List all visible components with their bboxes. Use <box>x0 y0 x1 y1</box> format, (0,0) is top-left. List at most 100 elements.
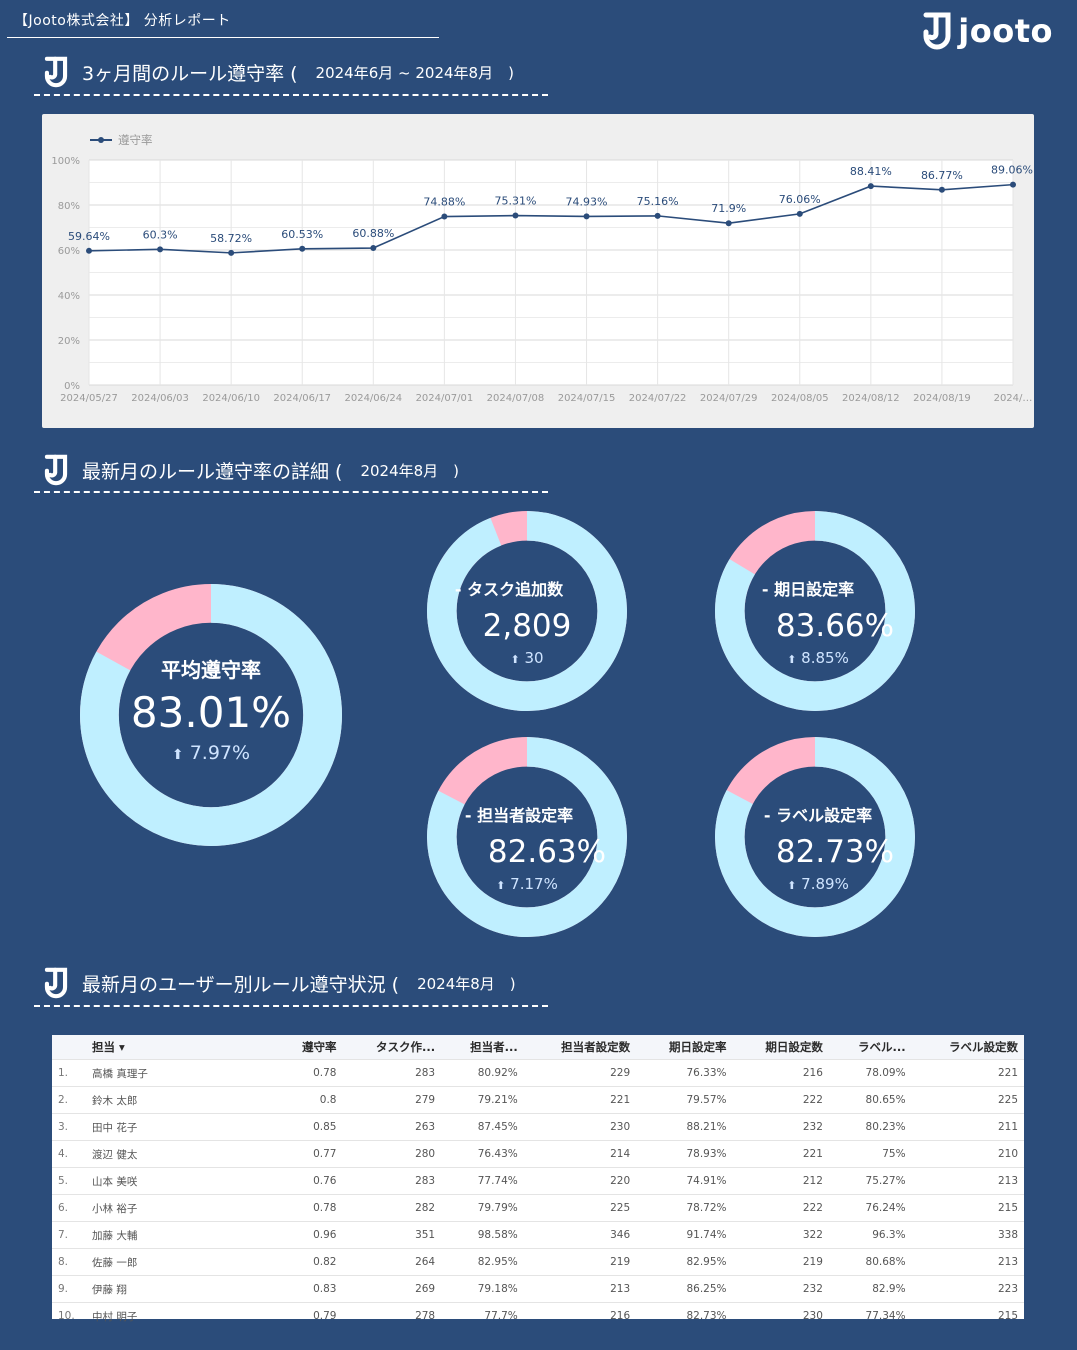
row-index: 5. <box>52 1167 86 1195</box>
table-cell: 278 <box>342 1302 442 1329</box>
kpi-value: 82.73% <box>775 834 895 870</box>
data-label: 71.9% <box>711 202 746 215</box>
kpi-delta-value: 8.85% <box>801 649 849 667</box>
data-label: 58.72% <box>210 232 252 245</box>
row-index: 4. <box>52 1140 86 1168</box>
data-label: 88.41% <box>850 165 892 178</box>
table-row: 7. 加藤 大輔 0.96 351 98.58% 346 91.74% 322 96.3% 338 <box>52 1221 1024 1249</box>
row-index: 8. <box>52 1248 86 1276</box>
data-label: 60.88% <box>352 227 394 240</box>
x-tick-label: 2024/08/12 <box>842 393 900 404</box>
table-cell: 0.83 <box>278 1275 343 1303</box>
table-cell: 221 <box>911 1059 1024 1087</box>
kpi-ring <box>715 737 915 937</box>
y-tick-label: 100% <box>51 156 80 167</box>
column-header-assignee-rate[interactable]: 担当者... <box>441 1035 524 1060</box>
table-row: 5. 山本 美咲 0.76 283 77.74% 220 74.91% 212 75.27% 21… <box>52 1167 1024 1195</box>
user-name: 山本 美咲 <box>86 1167 278 1195</box>
kpi-assignee-rate: - 担当者設定率 82.63% ⬆ 7.17% <box>427 737 627 937</box>
table-cell: 215 <box>911 1302 1024 1329</box>
table-cell: 213 <box>523 1275 637 1303</box>
column-header-due-rate[interactable]: 期日設定率 <box>636 1035 733 1060</box>
kpi-ring <box>715 511 915 711</box>
x-tick-label: 2024/07/22 <box>629 393 687 404</box>
data-point[interactable] <box>441 213 448 220</box>
table-cell: 0.78 <box>278 1059 343 1087</box>
table-cell: 213 <box>911 1248 1024 1276</box>
row-index: 1. <box>52 1059 86 1087</box>
data-point[interactable] <box>938 186 945 193</box>
table-cell: 76.43% <box>441 1140 524 1168</box>
section-title: 3ヶ月間のルール遵守率 ( <box>82 62 298 85</box>
table-cell: 75.27% <box>828 1167 912 1195</box>
kpi-delta-value: 30 <box>524 649 544 667</box>
table-cell: 82.95% <box>441 1248 524 1276</box>
table-cell: 264 <box>342 1248 442 1276</box>
x-tick-label: 2024/05/27 <box>60 393 118 404</box>
column-header-label-rate[interactable]: ラベル... <box>828 1035 912 1060</box>
kpi-title: 平均遵守率 <box>161 658 261 682</box>
user-compliance-table-card: 担当 ▾ 遵守率 タスク作... 担当者... 担当者設定数 期日設定率 期日設… <box>52 1035 1024 1329</box>
data-point[interactable] <box>654 212 661 219</box>
table-cell: 0.8 <box>278 1086 343 1114</box>
x-tick-label: 2024/06/17 <box>273 393 331 404</box>
section-compliance-trend-header: 3ヶ月間のルール遵守率 ( 2024年6月 ~ 2024年8月 ) <box>42 56 514 88</box>
y-tick-label: 20% <box>58 336 80 347</box>
table-cell: 77.74% <box>441 1167 524 1195</box>
data-point[interactable] <box>867 183 874 190</box>
table-cell: 216 <box>523 1302 637 1329</box>
data-point[interactable] <box>512 212 519 219</box>
table-cell: 87.45% <box>441 1113 524 1141</box>
kpi-delta: ⬆ 7.97% <box>80 742 342 764</box>
table-cell: 351 <box>342 1221 442 1249</box>
data-point[interactable] <box>86 247 92 254</box>
table-cell: 322 <box>732 1221 829 1249</box>
y-tick-label: 0% <box>64 381 80 392</box>
legend-label: 遵守率 <box>118 133 153 147</box>
data-label: 60.53% <box>281 228 323 241</box>
x-tick-label: 2024/06/03 <box>131 393 189 404</box>
table-header-row: 担当 ▾ 遵守率 タスク作... 担当者... 担当者設定数 期日設定率 期日設… <box>52 1035 1024 1060</box>
kpi-title: - タスク追加数 <box>454 580 564 599</box>
kpi-value: 2,809 <box>482 608 572 644</box>
data-point[interactable] <box>228 249 235 256</box>
report-label: 【Jooto株式会社】 分析レポート <box>14 13 231 29</box>
column-header-assignee[interactable]: 担当 ▾ <box>86 1035 278 1060</box>
kpi-value: 83.01% <box>130 688 292 737</box>
table-cell: 219 <box>523 1248 637 1276</box>
data-point[interactable] <box>1010 181 1016 188</box>
data-point[interactable] <box>583 213 590 220</box>
table-cell: 86.25% <box>636 1275 733 1303</box>
data-point[interactable] <box>370 245 377 252</box>
column-header-label-count[interactable]: ラベル設定数 <box>911 1035 1024 1060</box>
column-header-tasks[interactable]: タスク作... <box>342 1035 442 1060</box>
section-divider <box>34 491 548 493</box>
table-cell: 76.24% <box>828 1194 912 1222</box>
y-tick-label: 60% <box>58 246 80 257</box>
section-user-compliance-header: 最新月のユーザー別ルール遵守状況 ( 2024年8月 ) <box>42 967 516 999</box>
table-cell: 79.21% <box>441 1086 524 1114</box>
table-row: 8. 佐藤 一郎 0.82 264 82.95% 219 82.95% 219 80.68% 21… <box>52 1248 1024 1276</box>
table-cell: 230 <box>523 1113 637 1141</box>
data-point[interactable] <box>299 245 306 252</box>
table-cell: 0.82 <box>278 1248 343 1276</box>
data-point[interactable] <box>157 246 164 253</box>
column-header-due-count[interactable]: 期日設定数 <box>732 1035 829 1060</box>
x-tick-label: 2024/06/24 <box>344 393 402 404</box>
kpi-title: - 期日設定率 <box>761 580 855 599</box>
table-cell: 88.21% <box>636 1113 733 1141</box>
kpi-delta: ⬆ 30 <box>427 649 627 667</box>
table-cell: 78.93% <box>636 1140 733 1168</box>
row-index: 3. <box>52 1113 86 1141</box>
section-period: 2024年8月 ) <box>360 461 460 480</box>
data-point[interactable] <box>796 210 803 217</box>
data-label: 89.06% <box>991 164 1033 177</box>
column-header-assignee-count[interactable]: 担当者設定数 <box>523 1035 637 1060</box>
data-point[interactable] <box>725 220 732 227</box>
ring-value-segment <box>427 511 627 711</box>
table-cell: 283 <box>342 1059 442 1087</box>
arrow-up-icon: ⬆ <box>787 879 797 892</box>
table-row: 3. 田中 花子 0.85 263 87.45% 230 88.21% 232 80.23% 21… <box>52 1113 1024 1141</box>
column-header-compliance[interactable]: 遵守率 <box>278 1035 343 1060</box>
table-cell: 80.92% <box>441 1059 524 1087</box>
